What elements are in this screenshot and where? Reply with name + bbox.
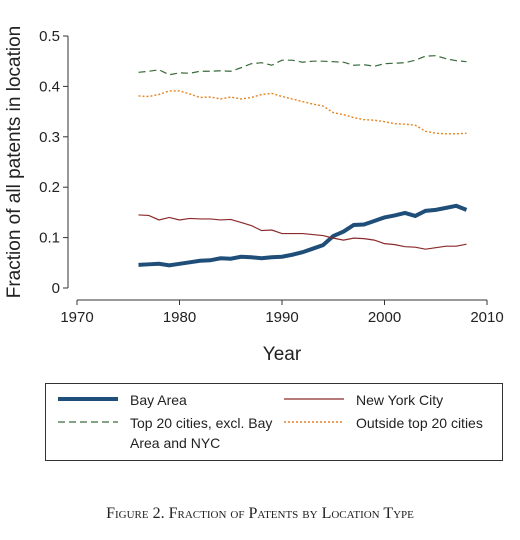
x-tick-label: 1980 xyxy=(163,309,196,326)
y-tick-label: 0.3 xyxy=(39,129,60,146)
legend-entry: Outside top 20 cities xyxy=(280,413,506,454)
x-tick-label: 2010 xyxy=(470,309,503,326)
legend-swatch xyxy=(280,415,346,429)
page: Fraction of all patents in location Year… xyxy=(0,0,520,540)
legend-label: Outside top 20 cities xyxy=(356,413,506,433)
chart: Fraction of all patents in location Year… xyxy=(0,0,520,380)
series-line xyxy=(139,206,467,265)
figure-caption: Figure 2. Fraction of Patents by Locatio… xyxy=(0,505,520,523)
y-axis-label: Fraction of all patents in location xyxy=(4,26,25,299)
legend-swatch xyxy=(280,392,346,406)
legend-entry: New York City xyxy=(280,390,506,411)
legend-entry: Top 20 cities, excl. Bay Area and NYC xyxy=(54,413,280,454)
y-tick-label: 0.1 xyxy=(39,230,60,247)
legend-entry: Bay Area xyxy=(54,390,280,411)
legend: Bay Area New York City Top 20 cities, excl… xyxy=(45,383,503,461)
legend-label: New York City xyxy=(356,390,506,410)
series-line xyxy=(139,91,467,134)
x-tick-label: 1990 xyxy=(265,309,298,326)
y-tick-label: 0.2 xyxy=(39,179,60,196)
legend-swatch xyxy=(54,392,120,406)
series-line xyxy=(139,56,467,75)
series-line xyxy=(139,215,467,249)
legend-label: Top 20 cities, excl. Bay Area and NYC xyxy=(130,413,280,453)
x-axis-label: Year xyxy=(263,344,302,365)
y-tick-label: 0.4 xyxy=(39,78,60,95)
y-tick-label: 0.5 xyxy=(39,28,60,45)
y-tick-label: 0 xyxy=(52,280,60,297)
x-tick-label: 1970 xyxy=(60,309,93,326)
x-tick-label: 2000 xyxy=(368,309,401,326)
legend-label: Bay Area xyxy=(130,390,280,410)
legend-swatch xyxy=(54,415,120,429)
